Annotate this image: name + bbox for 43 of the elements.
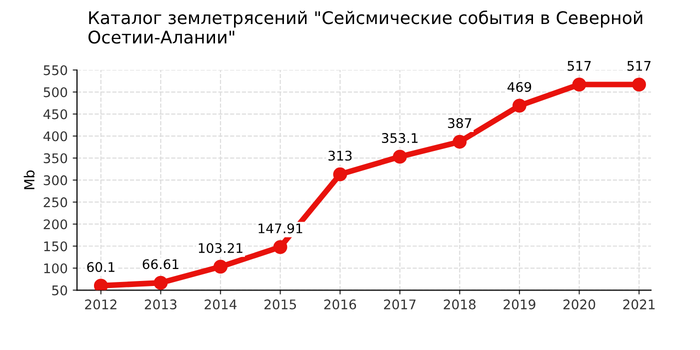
y-tick-label: 550 [44, 65, 68, 76]
data-label: 353.1 [382, 133, 418, 144]
x-tick-label: 2017 [384, 299, 416, 310]
y-tick-label: 150 [44, 241, 68, 252]
x-tick-label: 2020 [563, 299, 596, 310]
point [392, 150, 407, 164]
point [333, 167, 348, 182]
y-tick-label: 400 [43, 131, 68, 142]
point [512, 98, 526, 113]
y-tick-label: 350 [44, 153, 68, 164]
y-tick-label: 300 [44, 175, 68, 186]
data-label: 66.61 [142, 259, 178, 270]
point [94, 278, 108, 290]
x-tick-label: 2019 [504, 299, 536, 310]
x-tick-label: 2013 [144, 299, 176, 310]
x-tick-label: 2015 [264, 299, 296, 310]
point [632, 78, 646, 92]
x-tick-label: 2018 [444, 299, 476, 310]
x-tick-label: 2012 [85, 299, 116, 310]
y-tick-label: 450 [43, 109, 68, 120]
data-label: 313 [328, 150, 352, 161]
y-tick-label: 200 [44, 219, 68, 230]
point [154, 276, 168, 290]
data-label: 147.91 [258, 223, 302, 234]
y-axis-title: Mb [24, 170, 35, 190]
y-tick-label: 500 [44, 87, 68, 98]
data-label: 103.21 [198, 243, 242, 254]
data-label: 469 [508, 82, 532, 92]
y-tick-label: 50 [52, 285, 68, 296]
data-label: 387 [448, 118, 472, 128]
data-label: 517 [627, 61, 651, 71]
x-tick-label: 2021 [623, 299, 655, 310]
point [273, 240, 288, 254]
data-label: 517 [568, 61, 591, 71]
x-tick-label: 2014 [204, 299, 237, 310]
y-tick-label: 250 [44, 197, 68, 208]
x-tick-label: 2016 [324, 299, 356, 310]
point [214, 260, 228, 274]
data-label: 60.1 [87, 262, 114, 272]
chart-title: Каталог землетрясений "Сейсмические события в Северной Осетии-Алании" [88, 10, 642, 44]
y-tick-label: 100 [44, 263, 68, 274]
point [572, 78, 586, 92]
point [452, 134, 467, 149]
